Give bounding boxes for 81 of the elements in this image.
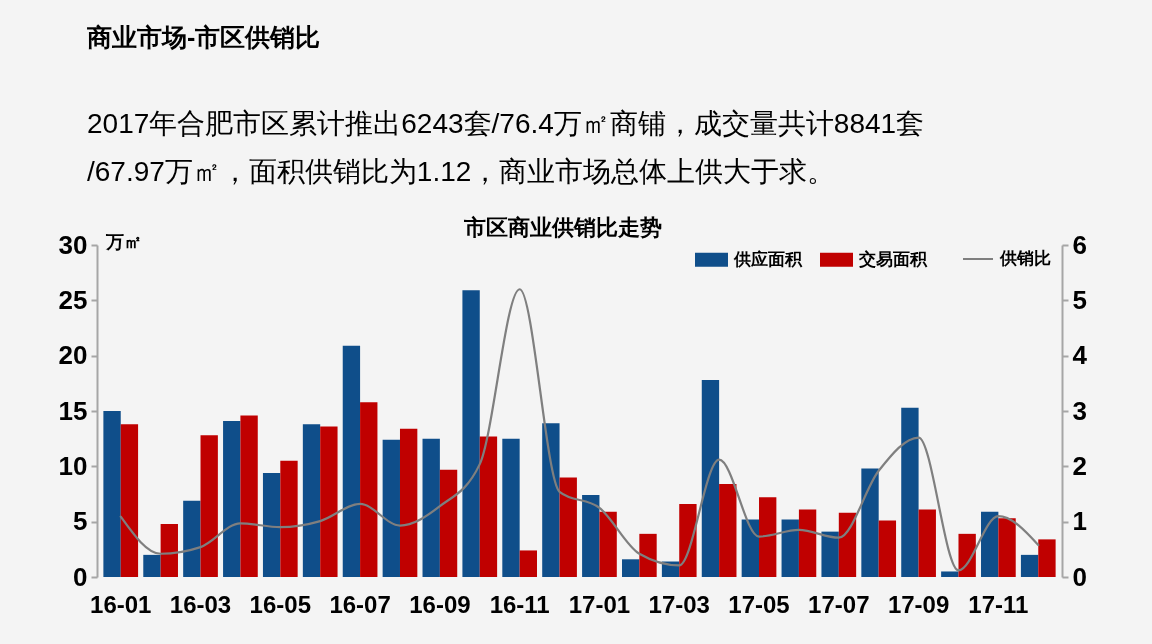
bar (342, 345, 361, 577)
bar (941, 571, 959, 577)
y-tick-label: 10 (58, 450, 88, 481)
bar (462, 290, 480, 577)
y-tick-label: 25 (58, 284, 88, 315)
bar (981, 511, 999, 577)
y-tick-label: 0 (73, 561, 88, 592)
bar (200, 435, 218, 577)
bar (382, 439, 400, 577)
x-tick-label: 17-05 (728, 590, 790, 618)
bar (741, 519, 760, 577)
bar (103, 411, 121, 577)
bar (781, 519, 799, 577)
y2-tick-label: 2 (1072, 450, 1087, 481)
bar (439, 469, 458, 577)
y2-tick-label: 5 (1072, 284, 1087, 315)
bar (223, 420, 241, 577)
bar (759, 497, 777, 577)
y2-tick-label: 1 (1072, 506, 1087, 537)
x-tick-label: 16-01 (90, 590, 152, 618)
x-tick-label: 16-09 (409, 590, 471, 618)
bar (998, 518, 1016, 577)
bar (422, 438, 440, 577)
line-series (119, 288, 1040, 572)
x-tick-label: 16-07 (329, 590, 391, 618)
bar (599, 511, 617, 577)
bar (821, 531, 839, 577)
y-tick-label: 30 (58, 229, 88, 260)
bar (320, 426, 338, 577)
bar (582, 495, 600, 577)
bar (302, 424, 321, 577)
bar (958, 533, 976, 577)
chart-subtitle: 2017年合肥市区累计推出6243套/76.4万㎡商铺，成交量共计8841套 /67.97万㎡，面积供销比为1.12，商业市场总体上供大于求。 (87, 108, 925, 187)
bar (183, 500, 201, 577)
bar (519, 550, 538, 577)
chart-title: 商业市场-市区供销比 (86, 23, 321, 51)
bar (878, 520, 897, 577)
x-tick-label: 16-03 (169, 590, 232, 618)
x-tick-label: 17-01 (568, 590, 631, 618)
y-tick-label: 20 (58, 340, 88, 371)
bar (559, 477, 577, 577)
y-tick-label: 5 (73, 506, 88, 537)
bar (160, 523, 178, 577)
bar (542, 423, 560, 577)
bar (143, 554, 161, 577)
bar (120, 424, 139, 577)
bar (479, 436, 498, 577)
y2-tick-label: 0 (1072, 561, 1087, 592)
y2-tick-label: 4 (1072, 340, 1088, 371)
bar (639, 533, 657, 577)
bar (679, 503, 697, 577)
bar (399, 428, 418, 577)
y-axis-title: 万㎡ (104, 231, 142, 252)
bar (1038, 539, 1056, 577)
x-tick-label: 16-11 (489, 590, 550, 618)
bar (240, 415, 258, 577)
bar (360, 402, 378, 577)
y-tick-label: 15 (58, 395, 88, 426)
x-tick-label: 17-11 (968, 590, 1029, 618)
x-tick-label: 17-03 (648, 590, 710, 618)
y2-tick-label: 6 (1072, 229, 1087, 260)
bar (1020, 554, 1039, 577)
bar (719, 484, 737, 577)
bar (918, 509, 936, 577)
text: 市区商业供销比走势 (463, 215, 663, 240)
x-tick-label: 16-05 (249, 590, 311, 618)
bar (280, 460, 298, 577)
legend-label: 供应面积 (733, 249, 803, 269)
bar (861, 468, 879, 577)
legend-label: 供销比 (999, 249, 1051, 268)
legend-label: 交易面积 (858, 249, 928, 269)
bar (262, 472, 281, 577)
x-tick-label: 17-07 (808, 590, 870, 618)
bar (901, 407, 919, 577)
bar (798, 509, 817, 577)
x-tick-label: 17-09 (887, 590, 950, 618)
bar (701, 380, 720, 577)
bar (621, 559, 640, 577)
bar (838, 512, 857, 577)
y2-tick-label: 3 (1072, 395, 1087, 426)
bar (502, 438, 520, 577)
